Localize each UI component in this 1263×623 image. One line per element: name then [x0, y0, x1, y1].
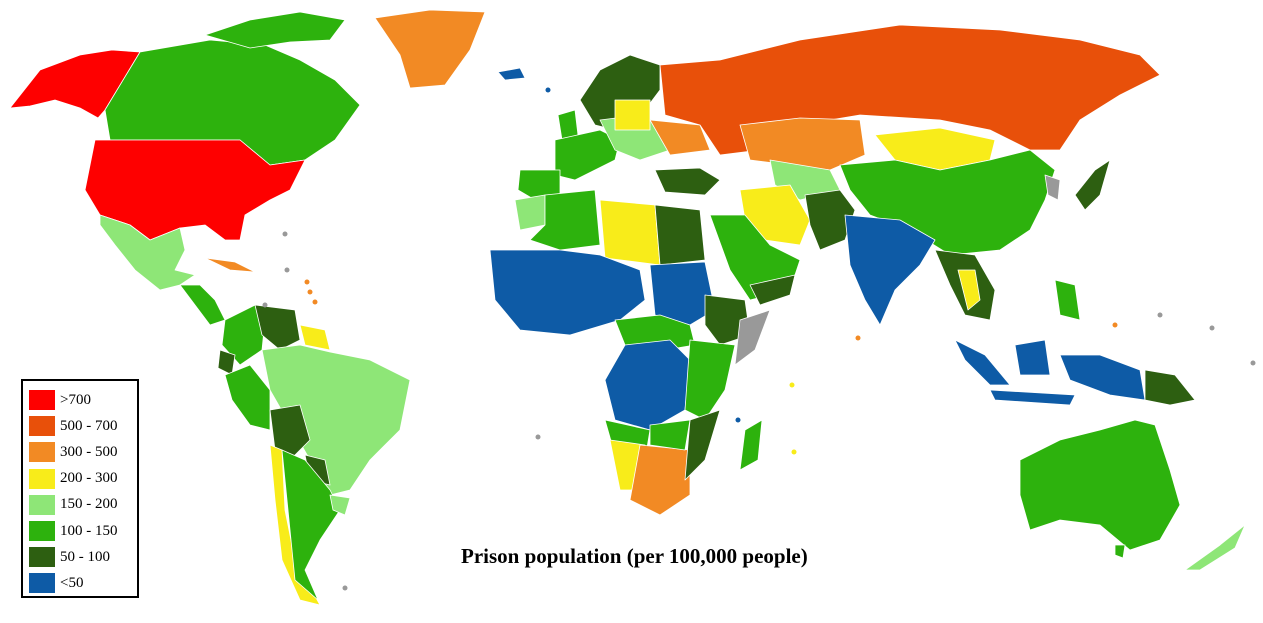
region-iceland: [497, 67, 526, 81]
legend-swatch: [29, 494, 55, 515]
region-uruguay: [329, 494, 351, 516]
region-greenland: [374, 9, 486, 89]
region-canada-islands: [204, 11, 346, 49]
region-libya: [599, 199, 661, 266]
island-dot: [1112, 322, 1118, 328]
region-indonesia-east: [1059, 354, 1146, 401]
island-dot: [312, 299, 318, 305]
legend: >700 500 - 700 300 - 500 200 - 300 150 - 200…: [21, 379, 139, 598]
region-papua: [1144, 369, 1196, 406]
region-indonesia-borneo: [1014, 339, 1051, 376]
legend-item: <50: [29, 570, 131, 596]
legend-item: 50 - 100: [29, 544, 131, 570]
region-argentina: [281, 449, 341, 601]
legend-label: 150 - 200: [60, 496, 118, 513]
region-morocco: [514, 194, 546, 231]
legend-item: 500 - 700: [29, 413, 131, 439]
legend-label: 100 - 150: [60, 522, 118, 539]
region-baltics: [614, 99, 651, 131]
region-sudan: [649, 261, 716, 326]
region-korea: [1044, 174, 1061, 201]
region-south-africa: [629, 444, 691, 516]
region-peru: [224, 364, 271, 431]
legend-item: 300 - 500: [29, 439, 131, 465]
region-cuba: [204, 257, 256, 273]
region-philippines: [1054, 279, 1081, 321]
legend-swatch: [29, 442, 55, 463]
legend-swatch: [29, 468, 55, 489]
region-thailand: [957, 269, 981, 311]
region-bolivia: [269, 404, 311, 461]
island-dot: [307, 289, 313, 295]
region-somalia: [734, 309, 771, 366]
legend-label: 500 - 700: [60, 417, 118, 434]
region-mozambique: [684, 409, 721, 481]
region-kazakhstan: [739, 117, 866, 171]
legend-swatch: [29, 416, 55, 437]
region-oman: [749, 274, 796, 306]
island-dot: [1209, 325, 1215, 331]
legend-item: 200 - 300: [29, 466, 131, 492]
region-guianas: [299, 324, 331, 351]
region-tasmania: [1114, 544, 1126, 559]
island-dot: [791, 449, 797, 455]
island-dot: [284, 267, 290, 273]
map-title: Prison population (per 100,000 people): [461, 544, 808, 568]
region-congo: [604, 339, 691, 431]
island-dot: [1157, 312, 1163, 318]
region-indonesia-sumatra: [954, 339, 1011, 386]
region-india: [844, 214, 936, 326]
legend-swatch: [29, 573, 55, 594]
region-venezuela: [254, 304, 301, 351]
region-mexico: [99, 214, 196, 291]
region-indonesia-java: [989, 389, 1076, 406]
island-dot: [304, 279, 310, 285]
island-dot: [855, 335, 861, 341]
region-central-america: [179, 284, 226, 326]
legend-label: 200 - 300: [60, 470, 118, 487]
legend-item: 100 - 150: [29, 518, 131, 544]
island-dot: [545, 87, 551, 93]
island-dot: [262, 302, 268, 308]
island-dot: [735, 417, 741, 423]
region-zambia: [649, 419, 691, 451]
region-japan: [1074, 159, 1111, 211]
region-madagascar: [739, 419, 763, 471]
island-dot: [1250, 360, 1256, 366]
region-chile: [269, 444, 321, 606]
region-australia: [1019, 419, 1181, 551]
legend-swatch: [29, 547, 55, 568]
region-ecuador: [217, 349, 236, 376]
region-new-zealand: [1184, 524, 1246, 571]
region-west-africa: [489, 249, 646, 336]
legend-label: >700: [60, 391, 91, 408]
region-afghanistan: [804, 189, 856, 251]
island-dot: [282, 231, 288, 237]
legend-label: <50: [60, 574, 84, 591]
region-ukraine: [649, 119, 711, 156]
island-dot: [789, 382, 795, 388]
legend-label: 50 - 100: [60, 548, 110, 565]
island-dot: [535, 434, 541, 440]
region-turkey: [654, 167, 721, 196]
legend-item: 150 - 200: [29, 492, 131, 518]
legend-item: >700: [29, 387, 131, 413]
region-east-africa: [684, 339, 736, 421]
legend-swatch: [29, 390, 55, 411]
legend-label: 300 - 500: [60, 443, 118, 460]
region-egypt: [654, 204, 706, 266]
island-dot: [342, 585, 348, 591]
legend-swatch: [29, 521, 55, 542]
